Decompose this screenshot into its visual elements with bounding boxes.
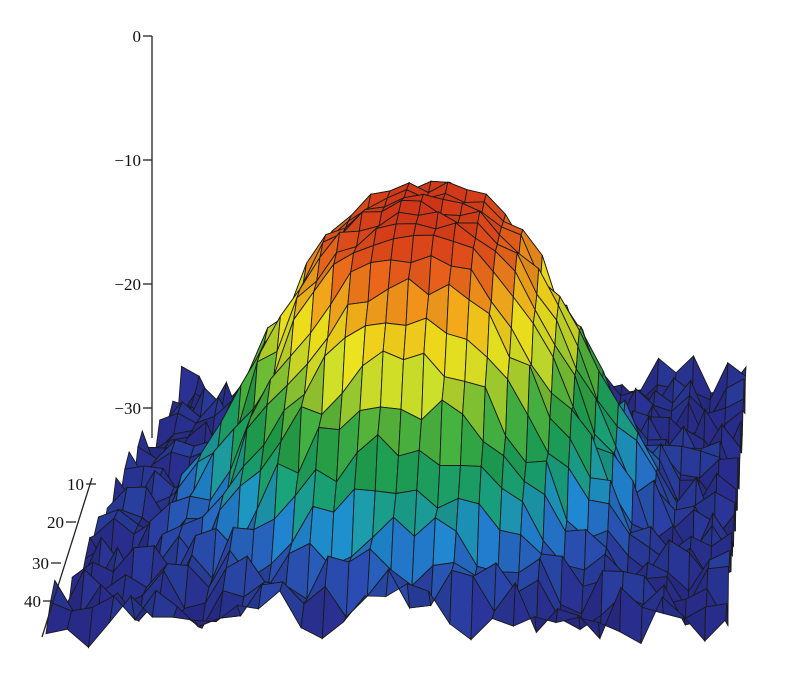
surface-facet: [588, 477, 611, 505]
depth-axis-line: [41, 477, 93, 638]
surface-facet: [464, 189, 487, 204]
surface-facet: [400, 352, 425, 421]
z-tick-label: −20: [114, 275, 141, 294]
depth-tick-label: 20: [47, 513, 64, 532]
surface-facet: [380, 350, 404, 410]
surface-facet: [395, 449, 420, 495]
depth-tick-label: 30: [32, 554, 49, 573]
surface-facet: [497, 529, 522, 574]
surface-facet: [390, 234, 415, 264]
surface-facet: [457, 464, 482, 505]
surface-facet: [680, 445, 702, 479]
surface-facet: [449, 569, 474, 641]
z-tick-label: −30: [114, 399, 141, 418]
z-tick-label: 0: [133, 27, 142, 46]
surface-facet: [704, 603, 728, 643]
depth-tick-label: 40: [24, 592, 41, 611]
surface-facet: [443, 332, 468, 382]
surface-mesh: [45, 180, 747, 649]
axes: [41, 36, 153, 638]
surface-facet: [257, 581, 284, 610]
z-tick-label: −10: [114, 151, 141, 170]
depth-tick-label: 10: [67, 475, 84, 494]
